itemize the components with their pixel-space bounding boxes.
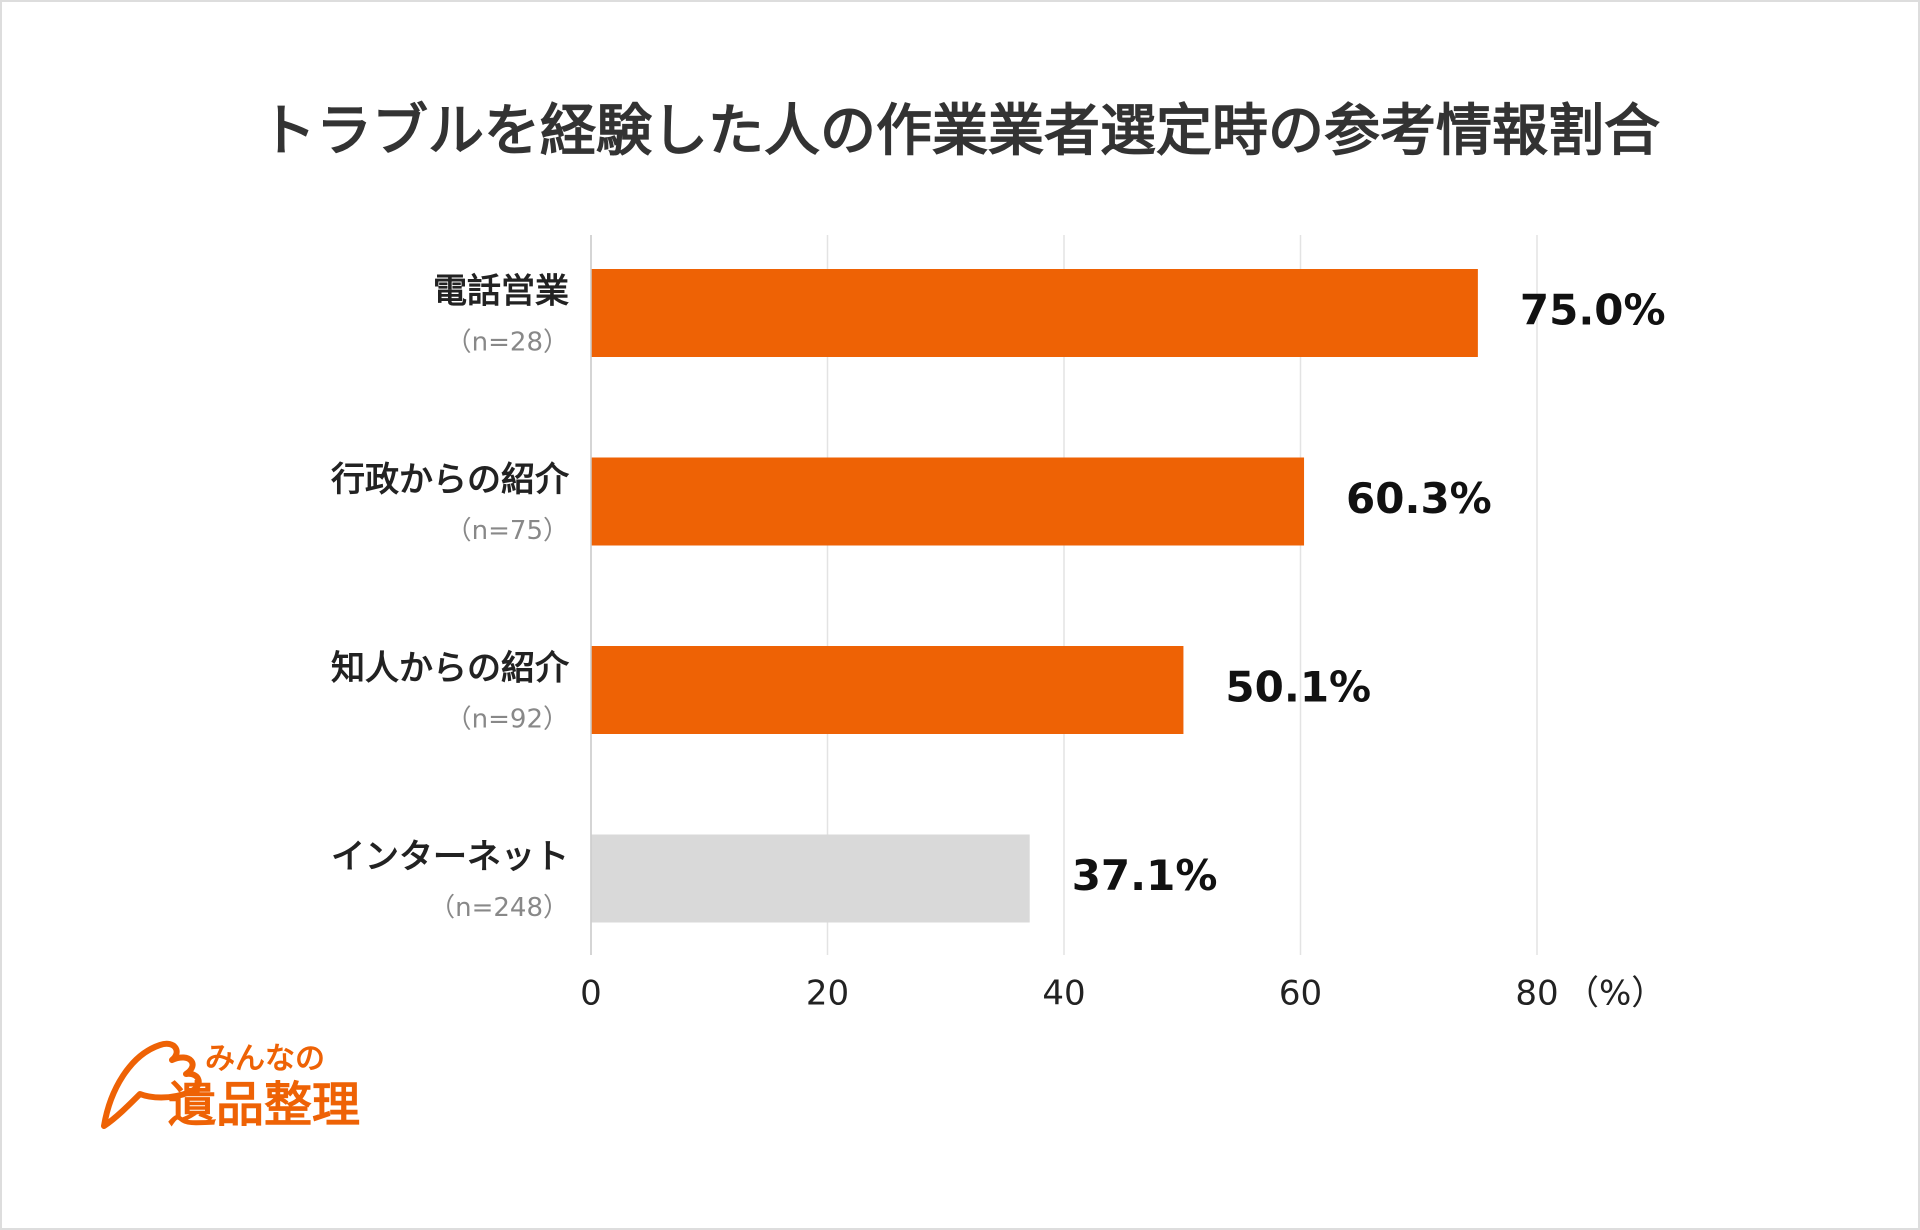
category-label: インターネット (331, 837, 569, 877)
logo: みんなの 遺品整理 (101, 1040, 360, 1133)
chart-title: トラブルを経験した人の作業業者選定時の参考情報割合 (260, 99, 1660, 164)
logo-line2: 遺品整理 (168, 1077, 360, 1133)
x-tick-label: 0 (580, 974, 602, 1014)
bar (591, 646, 1184, 734)
category-note: （n=92） (446, 705, 569, 735)
category-label: 電話営業 (433, 272, 569, 312)
bar (591, 269, 1478, 357)
logo-line1: みんなの (205, 1042, 325, 1077)
x-tick-label: 80 (1515, 974, 1558, 1014)
value-label: 37.1% (1072, 851, 1218, 900)
category-label: 知人からの紹介 (331, 649, 570, 689)
category-label: 行政からの紹介 (331, 460, 570, 500)
category-note: （n=248） (429, 893, 569, 923)
x-tick-label: 40 (1042, 974, 1085, 1014)
logo-wing (101, 1040, 202, 1129)
category-note: （n=75） (446, 516, 569, 546)
bar (591, 457, 1305, 546)
x-tick-label: 60 (1279, 974, 1322, 1014)
category-note: （n=28） (446, 328, 569, 358)
x-unit: （%） (1565, 974, 1665, 1014)
value-label: 75.0% (1520, 286, 1666, 335)
bar (591, 834, 1030, 923)
x-tick-label: 20 (806, 974, 849, 1014)
value-label: 50.1% (1225, 663, 1371, 712)
value-label: 60.3% (1346, 474, 1492, 523)
